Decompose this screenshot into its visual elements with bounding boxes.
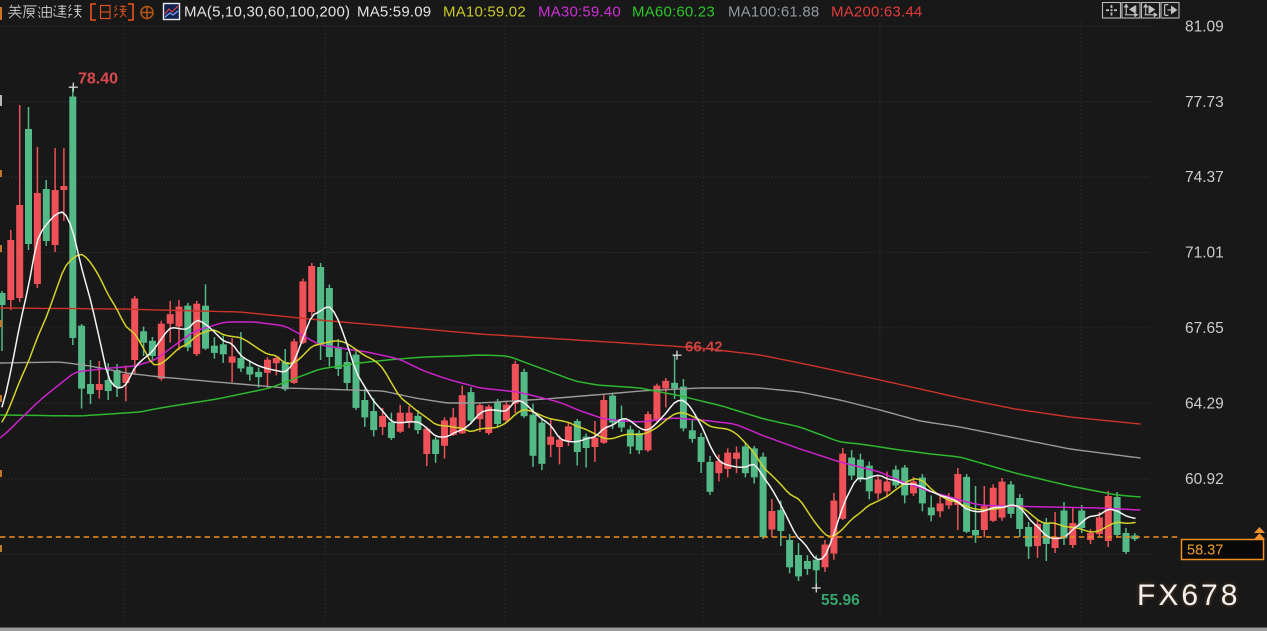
svg-text:MA100:61.88: MA100:61.88	[728, 4, 819, 21]
svg-text:81.09: 81.09	[1185, 19, 1224, 36]
svg-text:FX678: FX678	[1137, 579, 1240, 612]
svg-text:MA60:60.23: MA60:60.23	[632, 4, 715, 21]
svg-text:MA30:59.40: MA30:59.40	[538, 4, 621, 21]
svg-text:71.01: 71.01	[1185, 245, 1224, 262]
svg-text:67.65: 67.65	[1185, 320, 1224, 337]
svg-text:77.73: 77.73	[1185, 94, 1224, 111]
svg-text:MA5:59.09: MA5:59.09	[357, 4, 431, 21]
svg-text:58.37: 58.37	[1187, 543, 1223, 559]
svg-text:55.96: 55.96	[821, 592, 860, 609]
svg-text:64.29: 64.29	[1185, 396, 1224, 413]
svg-text:MA200:63.44: MA200:63.44	[831, 4, 922, 21]
svg-text:MA10:59.02: MA10:59.02	[443, 4, 526, 21]
svg-text:60.92: 60.92	[1185, 471, 1224, 488]
svg-text:66.42: 66.42	[685, 339, 723, 356]
svg-text:78.40: 78.40	[78, 71, 118, 88]
svg-text:74.37: 74.37	[1185, 169, 1224, 186]
svg-text:MA(5,10,30,60,100,200): MA(5,10,30,60,100,200)	[184, 4, 350, 21]
